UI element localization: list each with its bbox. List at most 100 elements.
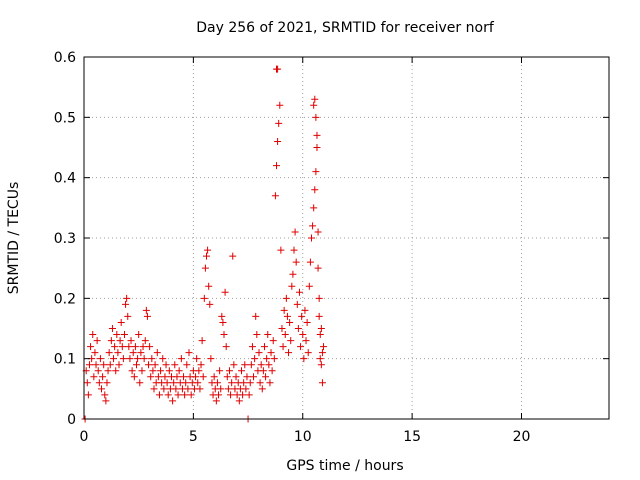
data-point <box>153 349 161 357</box>
data-point <box>171 361 179 369</box>
data-point <box>210 373 218 381</box>
data-point <box>83 379 91 387</box>
data-point <box>308 234 315 242</box>
data-point <box>128 367 136 375</box>
data-point <box>96 355 104 363</box>
data-point <box>251 355 259 363</box>
data-point <box>116 337 124 345</box>
data-point <box>216 367 224 375</box>
y-tick-labels: 0 0.1 0.2 0.3 0.4 0.5 0.6 <box>54 50 76 428</box>
data-point <box>137 349 145 357</box>
data-point <box>125 343 133 351</box>
data-point <box>146 343 154 351</box>
data-point <box>140 355 148 363</box>
data-point <box>219 318 227 326</box>
data-point <box>145 361 153 369</box>
data-point <box>130 373 138 381</box>
data-point <box>241 361 249 369</box>
data-point <box>314 264 322 272</box>
data-point <box>303 318 311 326</box>
data-point <box>142 306 150 314</box>
data-point <box>113 331 121 339</box>
data-point <box>90 373 98 381</box>
data-point <box>290 246 298 254</box>
data-point <box>238 367 245 375</box>
data-point <box>294 325 302 332</box>
data-point <box>240 379 248 387</box>
data-point <box>293 300 301 308</box>
data-point <box>160 385 168 393</box>
data-point <box>252 312 260 320</box>
data-point <box>157 367 165 375</box>
data-point <box>136 379 144 387</box>
data-point <box>124 312 132 320</box>
data-point <box>182 379 190 387</box>
data-point <box>192 373 200 381</box>
data-point <box>215 391 223 399</box>
data-point <box>224 385 232 393</box>
data-point <box>310 101 318 109</box>
data-point <box>197 361 205 369</box>
data-point <box>235 397 243 405</box>
data-point <box>270 355 278 363</box>
data-point <box>282 294 290 302</box>
data-point <box>243 373 251 381</box>
data-point <box>315 294 323 302</box>
data-point <box>102 397 110 405</box>
data-point <box>286 318 294 326</box>
data-point <box>266 379 274 387</box>
data-point <box>309 222 317 230</box>
data-point <box>184 385 192 393</box>
data-point <box>196 385 204 393</box>
data-point <box>320 343 328 351</box>
x-tick-label: 10 <box>294 429 312 445</box>
data-point <box>269 337 277 345</box>
data-point <box>260 343 268 351</box>
data-point <box>99 373 107 381</box>
data-point <box>316 355 324 363</box>
data-point <box>315 312 323 320</box>
data-point <box>312 113 320 121</box>
y-tick-label: 0 <box>67 412 76 428</box>
data-point <box>318 379 326 387</box>
x-tick-labels: 0 5 10 15 20 <box>80 429 531 445</box>
data-point <box>300 355 308 363</box>
data-point <box>225 367 233 375</box>
data-point <box>87 343 95 351</box>
data-point <box>273 162 280 170</box>
data-point <box>311 95 319 103</box>
data-point <box>313 144 321 151</box>
data-point <box>313 131 321 139</box>
data-point <box>123 294 131 302</box>
data-point <box>285 349 293 357</box>
data-point <box>114 349 122 357</box>
data-point <box>239 391 247 399</box>
x-tick-label: 15 <box>403 429 421 445</box>
y-tick-label: 0.4 <box>54 171 76 187</box>
data-point <box>185 349 193 357</box>
data-point <box>222 343 230 351</box>
data-point <box>253 331 261 339</box>
data-point <box>257 361 265 369</box>
data-point <box>172 385 180 393</box>
data-point <box>312 168 320 176</box>
data-point <box>218 312 226 320</box>
data-point <box>305 282 313 290</box>
data-point <box>316 331 324 339</box>
data-point <box>203 252 210 260</box>
x-tick-label: 5 <box>189 429 198 445</box>
data-point <box>169 397 177 405</box>
data-point <box>302 337 310 345</box>
data-point <box>276 101 284 109</box>
data-point <box>180 373 188 381</box>
data-point <box>94 367 102 375</box>
data-point <box>268 367 276 375</box>
data-point <box>131 343 139 351</box>
data-point <box>317 325 325 332</box>
data-point <box>93 337 101 345</box>
data-point <box>134 355 142 363</box>
data-point <box>104 367 112 375</box>
data-point <box>181 391 189 399</box>
data-point <box>177 355 185 363</box>
data-point <box>183 361 191 369</box>
